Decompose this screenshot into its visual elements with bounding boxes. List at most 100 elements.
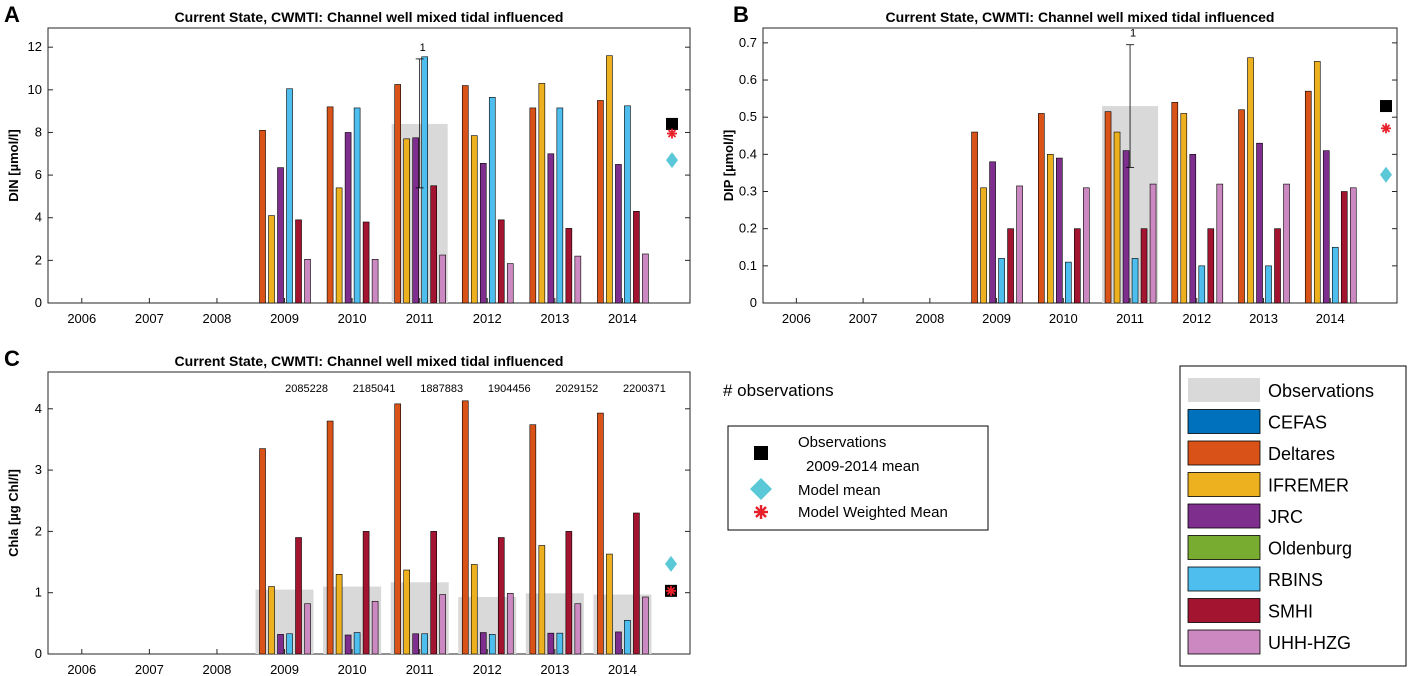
- bar-uhh-hzg: [439, 254, 446, 304]
- bar-ifremer: [1180, 113, 1188, 304]
- y-tick-label: 0.6: [739, 72, 757, 87]
- bar-smhi: [565, 228, 573, 304]
- obs-mean-legend-label-2: 2009-2014 mean: [806, 458, 919, 475]
- bar-rbins: [286, 88, 293, 304]
- bar-ifremer: [538, 545, 546, 655]
- y-tick-label: 10: [28, 82, 42, 97]
- bar-smhi: [1140, 228, 1148, 304]
- legend-label-oldenburg: Oldenburg: [1268, 539, 1352, 559]
- legend-swatch-uhh-hzg: [1187, 629, 1261, 655]
- obs-mean-marker: [1380, 100, 1392, 113]
- bar-uhh-hzg: [371, 600, 379, 655]
- x-tick-label: 2008: [202, 311, 231, 326]
- y-tick-label: 2: [35, 252, 42, 267]
- bar-smhi: [430, 185, 437, 304]
- bar-deltares: [259, 448, 266, 655]
- x-tick-label: 2009: [270, 311, 299, 326]
- y-tick-label: 0.5: [739, 109, 757, 124]
- legend-swatch-oldenburg: [1187, 535, 1261, 560]
- bar-uhh-hzg: [642, 253, 649, 304]
- bar-jrc: [479, 632, 487, 655]
- bar-rbins: [1065, 261, 1072, 304]
- bar-jrc: [277, 634, 284, 655]
- bar-smhi: [1207, 228, 1215, 304]
- x-tick-label: 2013: [1249, 311, 1278, 326]
- star-stroke: [666, 586, 676, 595]
- legend-label-ifremer: IFREMER: [1268, 476, 1349, 496]
- x-tick-label: 2012: [473, 662, 502, 676]
- bar-jrc: [547, 632, 555, 655]
- model-mean-marker: [665, 555, 677, 572]
- y-tick-label: 0: [750, 295, 757, 310]
- bar-deltares: [1304, 90, 1312, 304]
- legend-label-deltares: Deltares: [1268, 444, 1335, 464]
- chart-title: Current State, CWMTI: Channel well mixed…: [175, 9, 564, 25]
- bar-deltares: [259, 130, 266, 304]
- bar-jrc: [412, 137, 419, 304]
- legend-swatch-observations: [1188, 378, 1260, 402]
- x-tick-label: 2010: [338, 662, 367, 676]
- bar-jrc: [1322, 150, 1330, 304]
- bar-rbins: [1265, 265, 1272, 304]
- x-tick-label: 2012: [473, 311, 502, 326]
- bar-smhi: [362, 531, 370, 655]
- bar-deltares: [597, 412, 604, 655]
- bar-deltares: [326, 420, 334, 655]
- bar-jrc: [615, 631, 622, 655]
- obs-count: 1887883: [420, 383, 463, 395]
- y-tick-label: 0.1: [739, 258, 757, 273]
- x-tick-label: 2008: [202, 662, 231, 676]
- marker-legend-frame: [727, 425, 989, 531]
- bar-smhi: [1007, 228, 1014, 304]
- bar-jrc: [1189, 154, 1197, 304]
- bar-smhi: [633, 211, 640, 304]
- bar-ifremer: [403, 138, 410, 304]
- model-mean-marker: [1380, 166, 1392, 183]
- x-tick-label: 2009: [982, 311, 1011, 326]
- bar-deltares: [529, 107, 537, 304]
- x-tick-label: 2013: [540, 662, 569, 676]
- marker-legend: Observations 2009-2014 mean Model mean M…: [727, 425, 989, 531]
- y-tick-label: 0.7: [739, 35, 757, 50]
- bar-ifremer: [470, 135, 478, 304]
- bar-deltares: [394, 403, 401, 655]
- bar-deltares: [1038, 113, 1045, 304]
- bar-jrc: [615, 164, 622, 304]
- bar-rbins: [353, 107, 361, 304]
- bar-rbins: [624, 619, 631, 655]
- star-stroke: [667, 129, 677, 138]
- bar-deltares: [529, 424, 537, 655]
- model-mean-legend-icon: [750, 478, 772, 500]
- panel-letter-b: B: [733, 2, 749, 27]
- x-tick-label: 2007: [135, 662, 164, 676]
- x-tick-label: 2008: [915, 311, 944, 326]
- bar-jrc: [277, 167, 284, 304]
- legend-label-observations: Observations: [1268, 381, 1374, 401]
- x-tick-label: 2006: [782, 311, 811, 326]
- bar-uhh-hzg: [1216, 183, 1224, 304]
- chart-dip: Current State, CWMTI: Channel well mixed…: [721, 9, 1398, 326]
- legend-swatch-smhi: [1187, 598, 1261, 623]
- weighted-mean-legend-icon: [754, 505, 768, 519]
- bar-uhh-hzg: [506, 593, 514, 655]
- x-tick-label: 2012: [1182, 311, 1211, 326]
- obs-count-label: 1: [420, 42, 426, 54]
- obs-count: 2185041: [353, 383, 396, 395]
- x-tick-label: 2010: [1049, 311, 1078, 326]
- obs-count-label: 1: [1130, 28, 1136, 40]
- model-mean-marker: [666, 152, 678, 169]
- y-tick-label: 8: [35, 124, 42, 139]
- x-tick-label: 2007: [135, 311, 164, 326]
- bar-uhh-hzg: [1016, 185, 1023, 304]
- bar-rbins: [1131, 258, 1139, 304]
- x-tick-label: 2011: [1116, 311, 1144, 326]
- bar-jrc: [412, 633, 419, 655]
- bar-rbins: [421, 633, 428, 655]
- bar-deltares: [326, 106, 334, 304]
- chart-title: Current State, CWMTI: Channel well mixed…: [175, 353, 564, 369]
- bar-uhh-hzg: [304, 603, 311, 655]
- bar-ifremer: [403, 569, 410, 655]
- bar-rbins: [624, 105, 631, 304]
- bar-jrc: [479, 163, 487, 304]
